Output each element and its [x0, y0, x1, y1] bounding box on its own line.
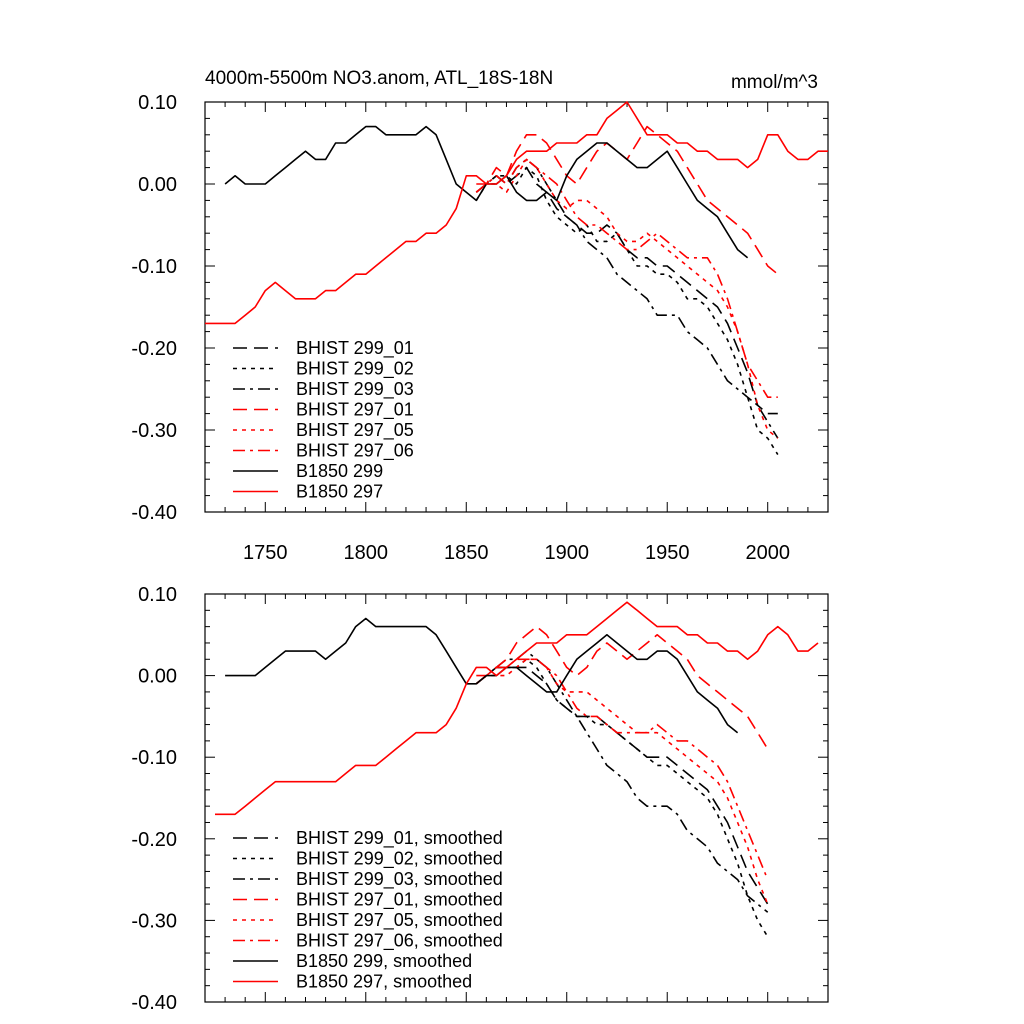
legend-label: BHIST 299_01, smoothed [296, 828, 503, 849]
legend-label: BHIST 297_06 [296, 441, 414, 462]
y-tick-label: 0.00 [138, 666, 177, 688]
y-tick-label: -0.30 [131, 910, 177, 932]
series-line-3 [475, 650, 769, 913]
x-tick-label: 1750 [243, 542, 288, 564]
legend-label: BHIST 297_06, smoothed [296, 931, 503, 952]
series-line-3 [475, 158, 779, 439]
y-tick-label: -0.40 [131, 502, 177, 524]
chart-title: 4000m-5500m NO3.anom, ATL_18S-18N [205, 68, 553, 89]
plot-frame [204, 101, 829, 513]
x-tick-label: 1950 [645, 542, 690, 564]
legend-label: BHIST 297_01 [296, 400, 414, 421]
series-line-1 [475, 666, 769, 905]
series-line-6 [475, 158, 778, 399]
series-line-5 [475, 658, 769, 905]
y-tick-label: 0.10 [138, 92, 177, 114]
series-line-4 [476, 125, 779, 275]
legend-label: BHIST 299_03, smoothed [296, 869, 503, 890]
y-tick-label: -0.40 [131, 992, 177, 1014]
units-label: mmol/m^3 [731, 72, 818, 93]
top-panel: 1750 1800 1850 1900 1950 2000 0.10 0.00 -0.10 -0.… [131, 92, 829, 564]
y-tick-label: -0.10 [131, 747, 177, 769]
legend-label: BHIST 299_02 [296, 359, 414, 380]
legend-label: B1850 299 [296, 461, 383, 481]
series-line-6 [475, 658, 769, 880]
x-tick-label: 1850 [444, 542, 489, 564]
x-tick-label: 2000 [745, 542, 790, 564]
series-line-7 [225, 617, 739, 734]
bottom-panel: 0.10 0.00 -0.10 -0.20 -0.30 -0.40 BHIST 299_01… [131, 584, 829, 1014]
y-tick-label: -0.20 [131, 829, 177, 851]
y-tick-label: -0.10 [131, 256, 177, 278]
series-line-8 [215, 601, 819, 816]
y-tick-label: 0.00 [138, 174, 177, 196]
legend-label: B1850 297 [296, 482, 383, 502]
legend-label: B1850 299, smoothed [296, 951, 472, 971]
series-line-8 [205, 101, 828, 325]
plot-frame [204, 593, 829, 1003]
legend-label: B1850 297, smoothed [296, 972, 472, 992]
x-tick-label: 1900 [544, 542, 589, 564]
legend-label: BHIST 297_01, smoothed [296, 890, 503, 911]
series-line-4 [476, 625, 769, 750]
series-line-5 [475, 158, 779, 439]
y-tick-label: -0.30 [131, 420, 177, 442]
legend-label: BHIST 299_02, smoothed [296, 849, 503, 870]
series-line-2 [475, 166, 779, 456]
series-line-2 [475, 658, 769, 938]
series-line-7 [224, 125, 749, 259]
series-line-1 [475, 166, 778, 415]
legend-label: BHIST 297_05 [296, 420, 414, 441]
y-tick-label: -0.20 [131, 338, 177, 360]
legend-label: BHIST 297_05, smoothed [296, 910, 503, 931]
x-tick-label: 1800 [344, 542, 389, 564]
y-tick-label: 0.10 [138, 584, 177, 606]
legend-label: BHIST 299_03 [296, 379, 414, 400]
legend-label: BHIST 299_01 [296, 338, 414, 359]
